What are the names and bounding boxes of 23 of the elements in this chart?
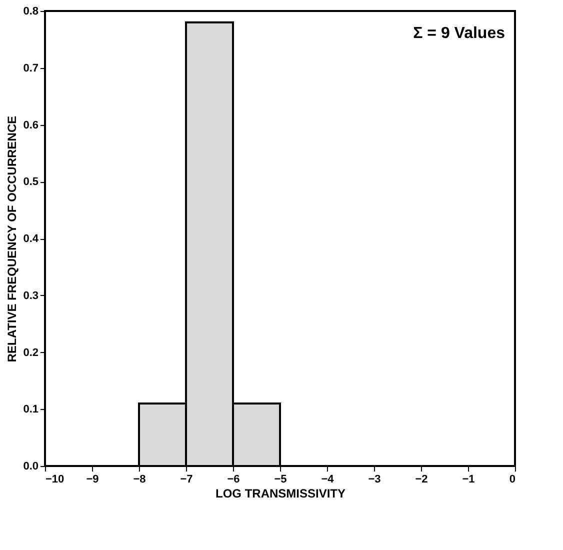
- x-tick-label: −10: [46, 474, 64, 486]
- y-axis-title: RELATIVE FREQUENCY OF OCCURRENCE: [5, 116, 20, 362]
- y-tick-label: 0.7: [23, 62, 38, 74]
- x-tick-label: −6: [227, 474, 240, 486]
- x-tick-label: −3: [368, 474, 381, 486]
- y-tick-label: 0.2: [23, 346, 38, 359]
- y-tick-label: 0.4: [23, 233, 40, 245]
- y-tick-label: 0.8: [23, 6, 38, 18]
- x-tick-label: −8: [133, 474, 146, 486]
- x-tick-label: −2: [415, 474, 428, 486]
- x-tick-label: −9: [86, 474, 99, 486]
- x-tick-label: −4: [321, 474, 335, 486]
- x-tick-label: 0: [509, 474, 516, 486]
- x-tick-label: −5: [274, 474, 287, 486]
- annotation: Σ = 9 Values: [413, 25, 506, 42]
- x-tick-label: −7: [180, 474, 193, 486]
- y-tick-label: 0.1: [23, 404, 38, 416]
- y-tick-label: 0.5: [23, 176, 38, 188]
- y-tick-label: 0.0: [23, 460, 38, 472]
- y-tick-label: 0.3: [23, 290, 38, 302]
- y-tick-label: 0.6: [23, 119, 38, 132]
- x-tick-label: −1: [462, 474, 475, 486]
- x-axis-title: LOG TRANSMISSIVITY: [215, 486, 346, 500]
